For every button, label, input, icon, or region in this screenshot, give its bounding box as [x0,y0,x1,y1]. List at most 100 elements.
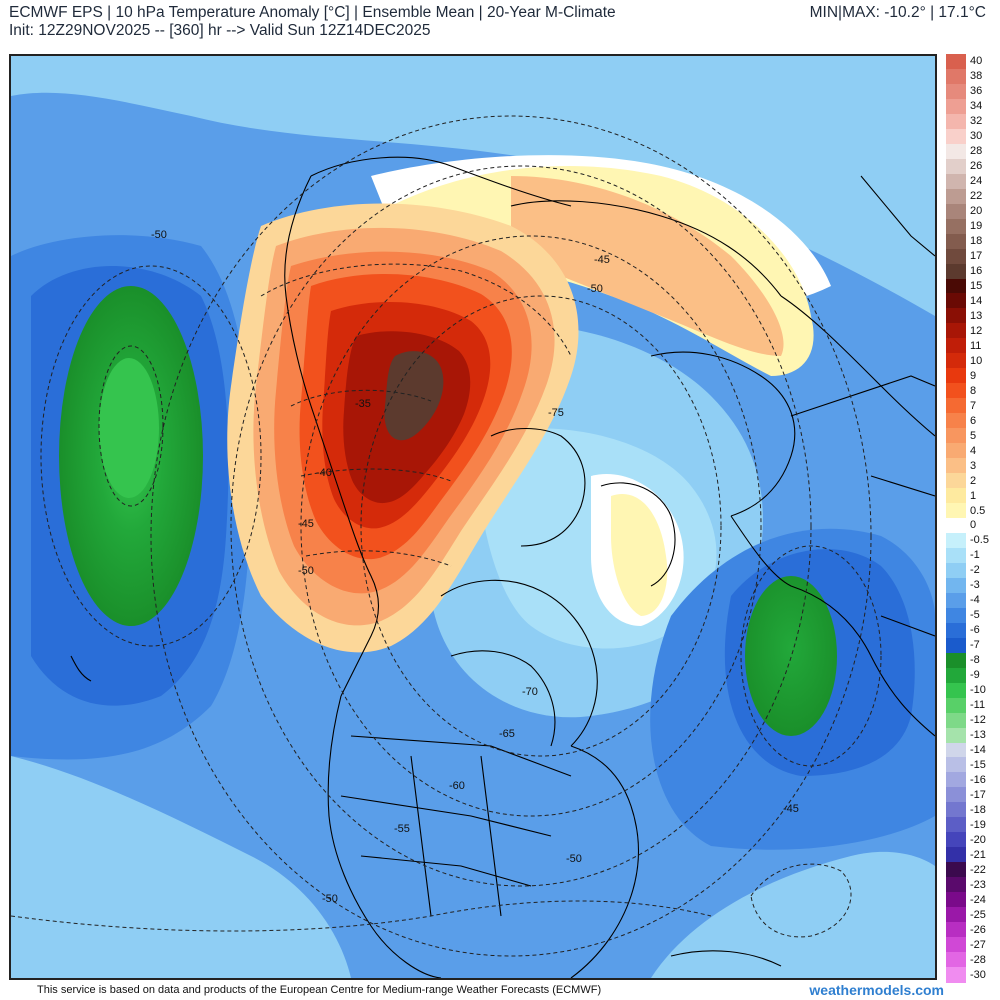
legend-label: 2 [970,474,977,487]
site-link[interactable]: weathermodels.com [809,982,944,998]
contour-label: -50 [151,229,167,241]
legend-label: -14 [970,744,986,756]
legend-label: 34 [970,100,983,113]
legend-swatch [946,967,966,983]
legend-label: -8 [970,654,980,667]
legend-label: -27 [970,938,986,951]
map-title: ECMWF EPS | 10 hPa Temperature Anomaly [… [9,4,616,21]
light-blue-region-sw [11,756,351,978]
legend-swatch [946,503,966,519]
legend-swatch [946,772,966,788]
legend-label: 18 [970,235,983,248]
legend-label: 24 [970,175,983,188]
legend-label: 40 [970,55,983,68]
legend-swatch [946,458,966,474]
legend-swatch [946,817,966,833]
legend-label: -19 [970,818,986,831]
light-blue-region-north [11,56,935,316]
legend-swatch [946,278,966,295]
color-scale-legend: 40 38 36 34 32 30 28 26 24 22 20 19 18 17 16 15 14 13 12 11… [946,54,1000,983]
contour-label: -45 [594,254,610,266]
contour-label: -70 [522,686,538,698]
orange-band-east [511,176,784,356]
legend-swatch [946,233,966,250]
legend-label: -1 [970,549,980,562]
yellow-band-center [611,494,668,616]
legend-swatch [946,577,966,594]
warm-anomaly-core [384,351,444,441]
contour-label: -50 [322,893,338,905]
contour-label: -60 [449,780,465,792]
legend-swatch [946,413,966,429]
contour-label: -65 [499,728,515,740]
legend-swatch [946,682,966,699]
legend-label: -21 [970,848,986,861]
contour-label: -50 [298,565,314,577]
contour-label: -40 [316,467,332,479]
legend-swatch [946,158,966,175]
legend-swatch [946,173,966,190]
legend-label: 19 [970,220,983,233]
legend-label: 3 [970,459,977,472]
legend-label: 17 [970,250,983,263]
legend-label: -23 [970,878,986,891]
legend-swatch [946,727,966,744]
legend-swatch [946,428,966,444]
legend-swatch [946,712,966,729]
legend-swatch [946,398,966,414]
legend-label: 10 [970,354,983,367]
legend-swatch [946,263,966,280]
contour-label: -45 [298,518,314,530]
legend-swatch [946,383,966,399]
legend-swatch [946,473,966,489]
legend-label: 11 [970,339,982,352]
legend-label: 12 [970,324,983,337]
legend-swatch [946,218,966,235]
legend-swatch [946,847,966,863]
legend-label: -26 [970,923,986,936]
legend-label: 16 [970,265,983,278]
legend-label: -2 [970,564,980,577]
legend-swatch [946,877,966,893]
legend-swatch [946,188,966,205]
legend-label: -7 [970,639,980,652]
legend-swatch [946,607,966,624]
legend-label: 20 [970,205,983,218]
legend-swatch [946,907,966,923]
legend-swatch [946,488,966,504]
legend-label: -15 [970,758,986,771]
legend-swatch [946,862,966,878]
ecmwf-credit: This service is based on data and produc… [37,984,602,996]
green-anomaly-pacific-core [99,358,159,498]
legend-swatch [946,308,966,324]
legend-swatch [946,562,966,579]
legend-swatch [946,832,966,848]
legend-label: 4 [970,444,977,457]
legend-label: -28 [970,953,986,966]
green-anomaly-atlantic [745,576,837,736]
legend-swatch [946,83,966,100]
legend-label: 26 [970,160,983,173]
legend-swatch [946,443,966,459]
legend-swatch [946,892,966,908]
legend-swatch [946,802,966,818]
contour-label: -50 [566,853,582,865]
legend-label: -20 [970,833,986,846]
contour-label: -75 [548,407,564,419]
legend-swatch [946,952,966,968]
legend-swatch [946,937,966,953]
legend-swatch [946,757,966,774]
legend-swatch [946,547,966,564]
legend-swatch [946,592,966,609]
legend-swatch [946,742,966,759]
legend-swatch [946,68,966,85]
legend-swatch [946,652,966,669]
legend-swatch [946,353,966,369]
legend-label: -4 [970,594,980,607]
legend-swatch [946,98,966,115]
legend-swatch [946,323,966,339]
legend-label: -0.5 [970,534,989,547]
legend-swatch [946,532,966,549]
legend-label: 6 [970,414,977,427]
legend-label: 32 [970,115,983,128]
